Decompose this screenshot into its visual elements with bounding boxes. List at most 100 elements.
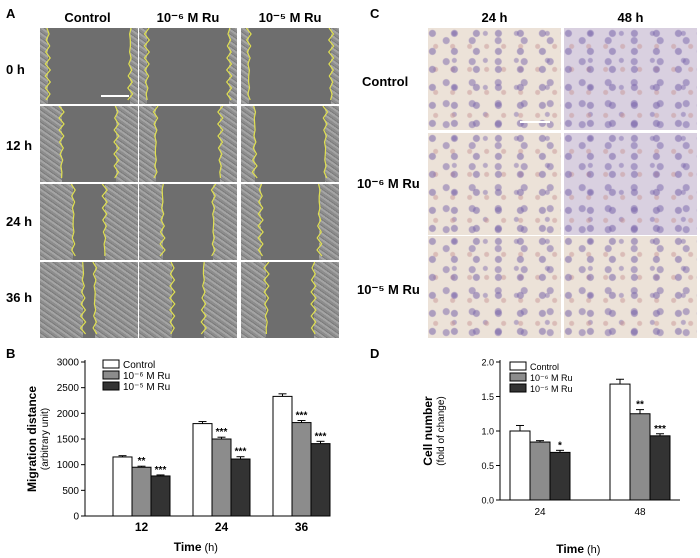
migration-distance-chart: 050010001500200025003000*****12******24*… xyxy=(25,358,331,554)
y-tick-label: 2500 xyxy=(57,383,80,394)
wound-edge-line xyxy=(159,184,166,257)
panel-c-col-head: 24 h xyxy=(481,10,508,25)
wound-edge-line xyxy=(113,106,120,179)
y-tick-label: 1500 xyxy=(57,435,80,446)
y-tick-label: 2.0 xyxy=(481,358,494,368)
scratch-image xyxy=(139,28,237,104)
scale-bar xyxy=(520,121,550,123)
wound-edge-line xyxy=(257,184,264,257)
wound-edge-line xyxy=(127,28,134,101)
wound-edge-line xyxy=(101,184,108,257)
y-tick-label: 1000 xyxy=(57,460,80,471)
y-tick-label: 0.5 xyxy=(481,461,494,471)
y-axis-label: Migration distance xyxy=(25,386,39,492)
legend-swatch xyxy=(509,383,527,393)
bar xyxy=(131,466,152,517)
bar xyxy=(509,430,531,501)
bar xyxy=(112,456,133,517)
wound-gap xyxy=(260,184,320,260)
x-tick-label: 12 xyxy=(135,520,149,534)
wound-edge-line xyxy=(263,262,270,335)
y-tick-label: 1.5 xyxy=(481,392,494,402)
wound-edge-line xyxy=(58,106,65,179)
x-tick-label: 24 xyxy=(534,507,546,518)
scratch-image xyxy=(241,28,339,104)
panel-c-row-head: 10⁻⁵ M Ru xyxy=(357,282,420,297)
wound-edge-line xyxy=(322,106,329,179)
y-tick-label: 1.0 xyxy=(481,427,494,437)
transwell-image xyxy=(564,236,697,338)
y-tick-label: 500 xyxy=(62,486,79,497)
scale-bar xyxy=(101,95,129,97)
wound-edge-line xyxy=(70,184,76,257)
scratch-image xyxy=(241,106,339,182)
scratch-image xyxy=(241,184,339,260)
wound-gap xyxy=(162,184,214,260)
panel-a-row-head: 12 h xyxy=(6,138,33,153)
significance-label: * xyxy=(558,440,562,451)
y-axis-label: Cell number xyxy=(421,396,435,466)
scratch-image xyxy=(139,184,237,260)
legend-label: 10⁻⁶ M Ru xyxy=(123,371,170,382)
x-axis-label: Time xyxy=(556,542,584,556)
significance-label: *** xyxy=(216,427,228,438)
x-tick-label: 24 xyxy=(215,520,229,534)
y-axis-unit: (arbitrary unit) xyxy=(40,408,51,470)
wound-gap xyxy=(155,106,221,182)
wound-edge-line xyxy=(245,28,252,101)
wound-edge-line xyxy=(92,262,98,335)
legend-swatch xyxy=(509,372,527,382)
scratch-image xyxy=(40,184,138,260)
panel-a-row-head: 0 h xyxy=(6,62,25,77)
panel-letter-a: A xyxy=(6,6,16,21)
panel-letter-c: C xyxy=(370,6,380,21)
bar xyxy=(310,443,331,517)
wound-edge-line xyxy=(200,262,207,335)
wound-edge-line xyxy=(327,28,335,101)
bar xyxy=(211,438,232,517)
y-tick-label: 0 xyxy=(73,512,79,523)
panel-letter-d: D xyxy=(370,346,380,361)
bar xyxy=(529,441,551,501)
transwell-image xyxy=(428,133,561,235)
transwell-image xyxy=(564,133,697,235)
legend-swatch xyxy=(102,381,120,391)
transwell-image xyxy=(428,28,561,130)
legend-label: 10⁻⁶ M Ru xyxy=(530,373,572,383)
significance-label: *** xyxy=(315,431,327,442)
x-axis-unit: (h) xyxy=(587,544,600,556)
legend-label: Control xyxy=(123,360,155,371)
bar xyxy=(609,383,631,501)
wound-gap xyxy=(172,262,204,338)
wound-edge-line xyxy=(217,106,224,179)
wound-edge-line xyxy=(79,262,87,335)
y-tick-label: 2000 xyxy=(57,409,80,420)
transwell-image xyxy=(428,236,561,338)
wound-edge-line xyxy=(169,262,176,335)
bar xyxy=(150,475,171,517)
wound-gap xyxy=(83,262,95,338)
wound-edge-line xyxy=(143,28,151,101)
wound-edge-line xyxy=(316,184,323,257)
wound-edge-line xyxy=(251,106,258,179)
bar xyxy=(649,435,671,501)
wound-gap xyxy=(47,28,131,104)
panel-letter-b: B xyxy=(6,346,16,361)
scratch-image xyxy=(40,106,138,182)
significance-label: *** xyxy=(155,465,167,476)
x-axis-label: Time xyxy=(174,540,202,554)
panel-c-col-head: 48 h xyxy=(617,10,644,25)
x-axis-unit: (h) xyxy=(205,542,218,554)
scratch-image xyxy=(139,262,237,338)
wound-edge-line xyxy=(44,28,52,101)
significance-label: ** xyxy=(138,456,146,467)
bar xyxy=(291,422,312,517)
wound-gap xyxy=(254,106,326,182)
x-tick-label: 36 xyxy=(295,520,309,534)
panel-a-row-head: 24 h xyxy=(6,214,33,229)
significance-label: *** xyxy=(654,424,666,435)
legend-label: 10⁻⁵ M Ru xyxy=(123,382,170,393)
bar xyxy=(192,423,213,517)
panel-a-col-head: Control xyxy=(64,10,111,25)
